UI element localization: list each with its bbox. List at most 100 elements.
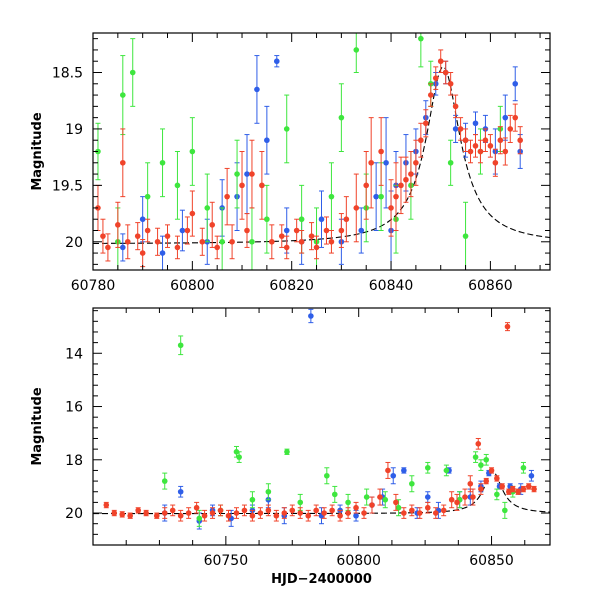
data-point	[174, 182, 181, 189]
data-point	[502, 114, 509, 121]
data-point	[331, 491, 338, 498]
y-tick-label: 18.5	[52, 66, 83, 82]
data-point	[440, 507, 447, 514]
data-point	[119, 511, 126, 518]
data-point	[184, 227, 191, 234]
y-tick-label: 16	[65, 400, 83, 416]
data-point	[241, 507, 248, 514]
data-point	[204, 205, 211, 211]
data-point	[257, 510, 264, 516]
data-point	[393, 499, 399, 506]
data-point	[528, 472, 535, 479]
data-point	[353, 504, 359, 511]
data-point	[283, 244, 290, 251]
x-tick-label: 60800	[170, 278, 215, 294]
data-point	[169, 507, 176, 514]
data-point	[254, 86, 260, 93]
data-point	[520, 486, 527, 492]
data-point	[361, 510, 367, 516]
data-point	[234, 171, 240, 177]
data-point	[418, 137, 424, 144]
plot-area-top	[93, 33, 550, 270]
data-point	[177, 488, 184, 495]
data-point	[189, 210, 196, 217]
data-point	[494, 491, 500, 498]
data-point	[244, 171, 250, 177]
data-point	[229, 238, 235, 245]
data-point	[283, 126, 290, 132]
data-point	[512, 114, 519, 121]
data-point	[447, 80, 454, 87]
data-point	[161, 510, 168, 516]
plot-area-bottom	[93, 308, 550, 530]
series-2	[103, 322, 537, 522]
data-point	[424, 504, 431, 511]
data-point	[100, 233, 106, 239]
data-point	[353, 512, 359, 519]
y-tick-label: 19.5	[52, 178, 83, 194]
data-point	[423, 120, 429, 127]
data-point	[177, 512, 184, 519]
data-point	[390, 472, 397, 479]
y-axis-title: Magnitude	[30, 112, 45, 191]
data-point	[318, 216, 325, 223]
data-point	[368, 159, 374, 166]
data-point	[224, 193, 230, 200]
data-point	[120, 92, 126, 98]
data-point	[358, 227, 365, 234]
data-point	[323, 227, 330, 234]
data-point	[383, 159, 389, 166]
panel-bottom: 60750 60800 60850 14 16 18 20 Magnitude HJD−2400…	[30, 307, 551, 587]
data-point	[201, 512, 208, 519]
data-point	[462, 494, 468, 500]
data-point	[467, 148, 474, 155]
data-point	[239, 182, 245, 189]
data-point	[432, 510, 439, 516]
data-point	[289, 507, 296, 514]
data-point	[273, 512, 280, 519]
data-point	[236, 454, 242, 460]
data-point	[472, 454, 479, 460]
data-point	[269, 238, 275, 245]
data-point	[293, 227, 300, 234]
data-point	[129, 69, 136, 76]
data-point	[494, 475, 500, 482]
data-point	[233, 448, 240, 455]
data-point	[328, 238, 335, 245]
x-tick-label: 60820	[269, 278, 314, 294]
data-point	[504, 323, 511, 330]
x-tick-label: 60780	[71, 278, 116, 294]
data-point	[510, 486, 516, 492]
data-point	[492, 159, 499, 166]
y-tick-label: 20	[65, 506, 83, 522]
data-point	[393, 193, 399, 200]
data-point	[478, 486, 484, 492]
data-point	[448, 496, 455, 503]
data-point	[249, 496, 256, 503]
data-point	[124, 238, 131, 245]
data-point	[249, 238, 255, 245]
data-point	[264, 137, 270, 144]
data-point	[454, 499, 460, 506]
data-point	[179, 227, 186, 234]
data-point	[120, 159, 126, 166]
data-point	[144, 227, 151, 234]
data-point	[209, 510, 216, 516]
data-point	[313, 244, 320, 251]
data-point	[512, 80, 519, 87]
axis-frame-bottom	[92, 307, 551, 546]
data-point	[507, 126, 514, 132]
data-point	[401, 510, 407, 516]
data-point	[159, 159, 166, 166]
data-point	[477, 148, 484, 155]
data-point	[185, 510, 192, 516]
y-axis-title: Magnitude	[30, 387, 45, 466]
data-point	[153, 512, 160, 519]
data-point	[338, 114, 345, 121]
data-point	[174, 244, 181, 251]
data-point	[483, 478, 490, 484]
data-point	[409, 480, 415, 487]
x-tick-label: 60860	[468, 278, 513, 294]
data-point	[467, 480, 474, 487]
